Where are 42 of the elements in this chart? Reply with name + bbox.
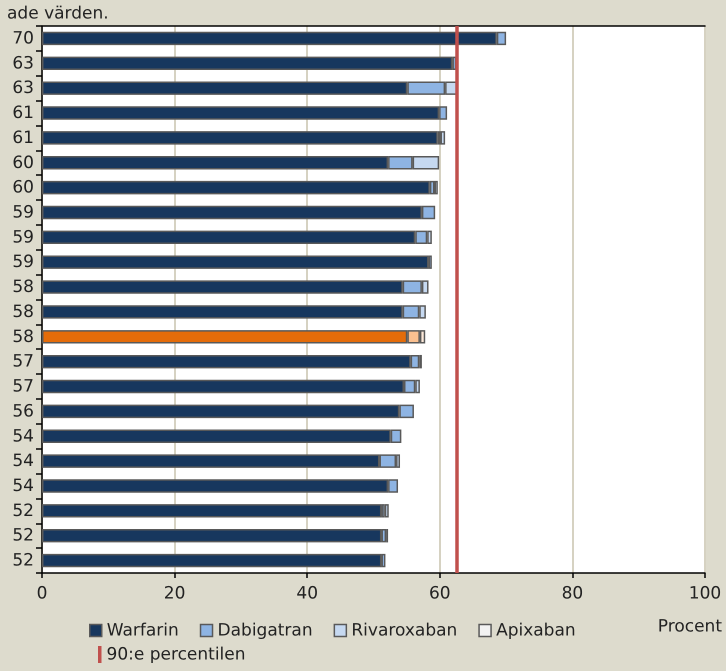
bar <box>384 504 389 518</box>
legend-label: Warfarin <box>106 620 179 640</box>
x-tick-label: 20 <box>164 584 186 604</box>
legend-label: Rivaroxaban <box>351 620 458 640</box>
y-tick-label: 52 <box>12 500 34 521</box>
bar <box>42 554 382 568</box>
bar <box>440 131 446 145</box>
y-tick-label: 59 <box>12 252 34 272</box>
y-tick-label: 63 <box>12 53 34 74</box>
y-tick-label: 58 <box>12 277 34 298</box>
y-tick-label: 52 <box>12 550 34 571</box>
bar <box>42 504 382 518</box>
y-tick-label: 52 <box>12 526 34 546</box>
legend-label: Dabigatran <box>218 620 313 640</box>
y-tick-label: 54 <box>12 451 34 472</box>
x-axis-title: Procent <box>658 616 722 636</box>
y-tick-label: 59 <box>12 227 34 248</box>
x-tick-label: 60 <box>428 584 451 604</box>
chart-title: ade värden. <box>7 4 109 24</box>
bar <box>42 255 429 269</box>
bar <box>42 131 438 145</box>
y-tick-label: 54 <box>12 476 34 496</box>
y-tick-label: 57 <box>12 352 34 372</box>
x-tick-label: 40 <box>296 584 318 604</box>
x-tick-label: 100 <box>688 584 722 604</box>
x-tick-label: 80 <box>562 584 584 604</box>
bar <box>42 56 452 70</box>
y-tick-label: 57 <box>12 376 34 397</box>
y-tick-label: 54 <box>12 426 34 446</box>
y-tick-label: 61 <box>12 128 34 148</box>
y-tick-label: 61 <box>12 103 34 124</box>
legend-label: 90:e percentilen <box>106 644 246 664</box>
y-tick-label: 70 <box>12 28 34 48</box>
legend-label: Apixaban <box>496 620 576 640</box>
y-tick-label: 63 <box>12 78 34 98</box>
y-tick-label: 56 <box>12 401 34 422</box>
y-tick-label: 60 <box>12 178 34 198</box>
y-tick-label: 60 <box>12 152 34 173</box>
y-tick-label: 58 <box>12 302 34 322</box>
y-tick-label: 58 <box>12 326 34 347</box>
y-tick-label: 59 <box>12 202 34 222</box>
x-tick-label: 0 <box>36 584 48 604</box>
